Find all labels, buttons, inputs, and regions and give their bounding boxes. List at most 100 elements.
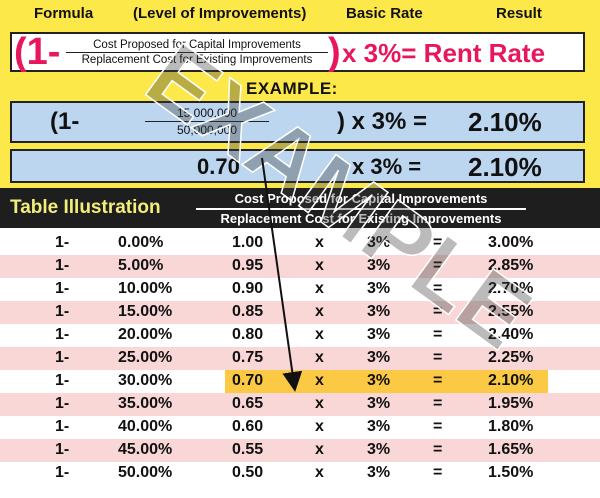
row-rate: 3% xyxy=(367,349,391,366)
row-one-minus: 1- xyxy=(55,234,70,251)
row-equals: = xyxy=(433,303,443,320)
table-header-band: Table Illustration Cost Proposed for Cap… xyxy=(0,188,600,228)
row-equals: = xyxy=(433,349,443,366)
example-numerator: 15,000,000 xyxy=(145,105,269,122)
table-numerator: Cost Proposed for Capital Improvements xyxy=(196,190,526,210)
illustration-table: 1- 0.00% 1.00 x 3% = 3.00% 1- 5.00% 0.95 x 3% = 2.85%… xyxy=(0,232,600,485)
row-one-minus: 1- xyxy=(55,280,70,297)
row-percent: 35.00% xyxy=(118,395,173,412)
formula-tail: x 3%= Rent Rate xyxy=(342,38,546,68)
row-result: 1.80% xyxy=(488,418,534,435)
table-row: 1- 15.00% 0.85 x 3% = 2.55% xyxy=(0,301,600,324)
row-result: 1.65% xyxy=(488,441,534,458)
row-equals: = xyxy=(433,372,443,389)
row-percent: 25.00% xyxy=(118,349,173,366)
row-ratio: 0.60 xyxy=(232,418,264,435)
row-equals: = xyxy=(433,464,443,481)
row-rate: 3% xyxy=(367,280,391,297)
row-result: 1.50% xyxy=(488,464,534,481)
table-denominator: Replacement Cost for Existing Improvemen… xyxy=(220,211,502,226)
formula-fraction: Cost Proposed for Capital Improvements R… xyxy=(66,38,328,67)
row-ratio: 1.00 xyxy=(232,234,264,251)
row-ratio: 0.90 xyxy=(232,280,264,297)
row-times: x xyxy=(315,464,324,481)
formula-panel: Formula (Level of Improvements) Basic Ra… xyxy=(0,0,600,188)
row-one-minus: 1- xyxy=(55,303,70,320)
row-one-minus: 1- xyxy=(55,464,70,481)
table-row: 1- 10.00% 0.90 x 3% = 2.70% xyxy=(0,278,600,301)
row-rate: 3% xyxy=(367,326,391,343)
row-one-minus: 1- xyxy=(55,257,70,274)
table-row: 1- 50.00% 0.50 x 3% = 1.50% xyxy=(0,462,600,485)
row-rate: 3% xyxy=(367,395,391,412)
row-ratio: 0.80 xyxy=(232,326,264,343)
row-ratio: 0.55 xyxy=(232,441,264,458)
row-ratio: 0.65 xyxy=(232,395,264,412)
level-header: (Level of Improvements) xyxy=(133,5,307,22)
example-label: EXAMPLE: xyxy=(246,79,338,98)
row-result: 2.25% xyxy=(488,349,534,366)
row-result: 2.55% xyxy=(488,303,534,320)
row-times: x xyxy=(315,326,324,343)
example-result-2: 2.10% xyxy=(468,152,542,182)
row-percent: 40.00% xyxy=(118,418,173,435)
table-row: 1- 5.00% 0.95 x 3% = 2.85% xyxy=(0,255,600,278)
table-row: 1- 0.00% 1.00 x 3% = 3.00% xyxy=(0,232,600,255)
example-value: 0.70 xyxy=(197,154,240,179)
example-open: (1- xyxy=(50,108,80,135)
table-row: 1- 20.00% 0.80 x 3% = 2.40% xyxy=(0,324,600,347)
table-title: Table Illustration xyxy=(10,197,161,218)
row-equals: = xyxy=(433,326,443,343)
row-rate: 3% xyxy=(367,441,391,458)
formula-close: ) xyxy=(328,31,341,73)
row-percent: 30.00% xyxy=(118,372,173,389)
row-ratio: 0.95 xyxy=(232,257,264,274)
example-tail-2: x 3% = xyxy=(352,154,422,179)
row-rate: 3% xyxy=(367,372,391,389)
row-rate: 3% xyxy=(367,418,391,435)
row-one-minus: 1- xyxy=(55,326,70,343)
table-row: 1- 45.00% 0.55 x 3% = 1.65% xyxy=(0,439,600,462)
table-row: 1- 30.00% 0.70 x 3% = 2.10% xyxy=(0,370,600,393)
row-ratio: 0.75 xyxy=(232,349,264,366)
row-equals: = xyxy=(433,234,443,251)
row-rate: 3% xyxy=(367,257,391,274)
basic-rate-header: Basic Rate xyxy=(346,5,423,22)
row-times: x xyxy=(315,234,324,251)
example-denominator: 50,000,000 xyxy=(176,123,238,137)
row-rate: 3% xyxy=(367,234,391,251)
row-one-minus: 1- xyxy=(55,372,70,389)
row-percent: 45.00% xyxy=(118,441,173,458)
row-equals: = xyxy=(433,418,443,435)
formula-header: Formula xyxy=(34,5,94,22)
row-result: 2.40% xyxy=(488,326,534,343)
formula-numerator: Cost Proposed for Capital Improvements xyxy=(66,38,328,53)
row-ratio: 0.70 xyxy=(232,372,264,389)
row-times: x xyxy=(315,395,324,412)
table-row: 1- 40.00% 0.60 x 3% = 1.80% xyxy=(0,416,600,439)
row-rate: 3% xyxy=(367,464,391,481)
row-times: x xyxy=(315,372,324,389)
row-result: 1.95% xyxy=(488,395,534,412)
row-ratio: 0.50 xyxy=(232,464,264,481)
row-percent: 15.00% xyxy=(118,303,173,320)
row-percent: 5.00% xyxy=(118,257,164,274)
row-rate: 3% xyxy=(367,303,391,320)
row-percent: 10.00% xyxy=(118,280,173,297)
row-one-minus: 1- xyxy=(55,418,70,435)
row-one-minus: 1- xyxy=(55,441,70,458)
row-equals: = xyxy=(433,395,443,412)
row-result: 2.85% xyxy=(488,257,534,274)
example-result-1: 2.10% xyxy=(468,107,542,137)
table-fraction: Cost Proposed for Capital Improvements R… xyxy=(196,190,526,227)
row-times: x xyxy=(315,418,324,435)
row-percent: 20.00% xyxy=(118,326,173,343)
formula-open: (1- xyxy=(14,31,61,73)
row-one-minus: 1- xyxy=(55,349,70,366)
formula-denominator: Replacement Cost for Existing Improvemen… xyxy=(81,54,313,66)
table-row: 1- 25.00% 0.75 x 3% = 2.25% xyxy=(0,347,600,370)
formula-box: (1- Cost Proposed for Capital Improvemen… xyxy=(10,31,585,73)
example-line-1: (1- 15,000,000 50,000,000 ) x 3% = 2.10% xyxy=(10,101,585,143)
row-result: 2.70% xyxy=(488,280,534,297)
